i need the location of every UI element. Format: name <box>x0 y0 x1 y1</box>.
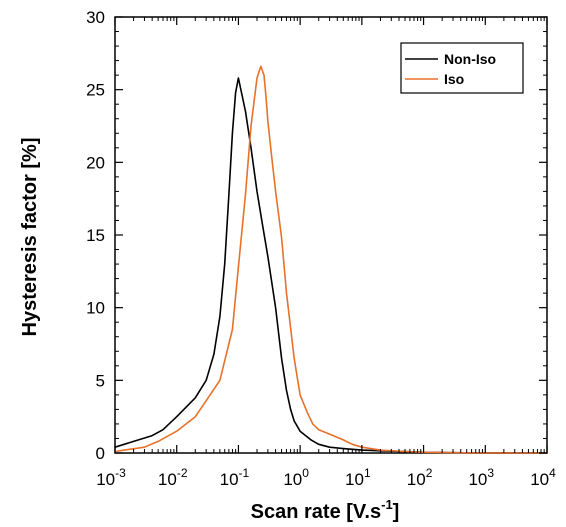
legend: Non-Iso Iso <box>400 42 524 94</box>
y-tick-label: 30 <box>86 8 105 27</box>
series-line-iso <box>114 65 547 454</box>
legend-box <box>400 42 524 94</box>
x-axis-title-main: Scan rate [V.s <box>251 501 381 523</box>
y-axis-title: Hysteresis factor [%] <box>19 138 41 337</box>
y-tick-label: 20 <box>86 153 105 172</box>
x-tick-label: 100 <box>283 466 309 489</box>
x-tick-label: 10-2 <box>158 466 188 489</box>
x-tick-label: 103 <box>468 466 494 489</box>
x-tick-label: 104 <box>530 466 556 489</box>
y-tick-label: 0 <box>96 444 105 463</box>
y-tick-label: 15 <box>86 226 105 245</box>
x-tick-label: 10-3 <box>96 466 126 489</box>
x-axis-title-end: ] <box>393 501 400 523</box>
curves <box>114 65 547 454</box>
x-tick-label: 102 <box>407 466 433 489</box>
legend-label-iso: Iso <box>444 71 464 87</box>
legend-label-non-iso: Non-Iso <box>444 51 496 67</box>
y-tick-label: 10 <box>86 299 105 318</box>
y-tick-label: 25 <box>86 81 105 100</box>
x-tick-label: 101 <box>345 466 371 489</box>
x-axis-title-sup: -1 <box>381 497 393 512</box>
y-tick-label: 5 <box>96 371 105 390</box>
y-axis-ticks: 0 5 10 15 20 25 30 <box>86 8 547 463</box>
series-line-non-iso <box>114 77 547 454</box>
x-axis-ticks: 10-3 10-2 10-1 100 101 102 103 104 <box>96 17 556 489</box>
x-axis-title: Scan rate [V.s-1] <box>251 497 400 523</box>
x-tick-label: 10-1 <box>220 466 250 489</box>
